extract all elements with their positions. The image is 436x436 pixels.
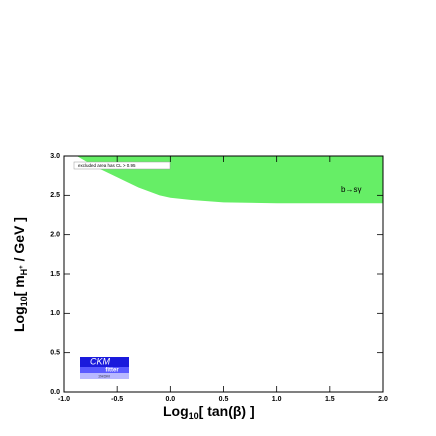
x-tick-label: 2.0: [378, 396, 388, 403]
y-label-part: Log: [11, 306, 27, 332]
y-tick-label: 2.0: [50, 232, 60, 239]
annotation: b→sγ: [341, 185, 361, 194]
legend-box: [73, 161, 171, 170]
x-tick-label: -0.5: [111, 396, 123, 403]
logo-mid: [80, 367, 129, 373]
y-label-part: [ m: [11, 275, 27, 296]
y-label-sup: +: [19, 265, 25, 269]
logo: CKM fitter 2HDM: [80, 356, 129, 379]
y-axis-label: Log10[ mH+ / GeV ]: [11, 217, 30, 332]
x-label-part: Log: [163, 403, 189, 419]
y-tick-label: 1.0: [50, 310, 60, 317]
y-tick-label: 3.0: [50, 153, 60, 160]
x-label-sub: 10: [189, 411, 199, 421]
y-tick-label: 0.0: [50, 389, 60, 396]
x-tick-label: 0.0: [165, 396, 175, 403]
y-label-sub: H: [19, 269, 29, 276]
x-label-part: [ tan(β) ]: [199, 403, 255, 419]
x-tick-label: 0.5: [219, 396, 229, 403]
x-axis-label: Log10[ tan(β) ]: [163, 403, 255, 422]
logo-bottom: [80, 373, 129, 379]
logo-ckm: CKM: [90, 356, 111, 366]
x-tick-label: 1.5: [325, 396, 335, 403]
logo-fitter: fitter: [105, 368, 119, 374]
y-label-sub: 10: [19, 296, 29, 306]
y-tick-label: 2.5: [50, 192, 60, 199]
legend-text: excluded area has CL > 0.95: [78, 163, 136, 168]
y-tick-label: 0.5: [50, 350, 60, 357]
x-tick-label: 1.0: [272, 396, 282, 403]
logo-2hdm: 2HDM: [98, 374, 109, 379]
logo-top: [80, 357, 129, 367]
x-tick-label: -1.0: [58, 396, 70, 403]
y-label-part: / GeV ]: [11, 217, 27, 265]
y-tick-label: 1.5: [50, 271, 60, 278]
